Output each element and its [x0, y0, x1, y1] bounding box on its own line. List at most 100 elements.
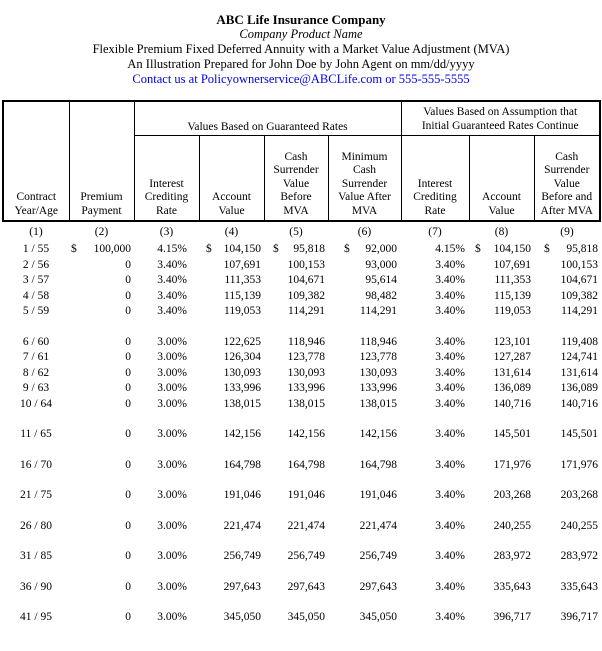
cell-guaranteed-account-value: 126,304 — [223, 351, 261, 363]
cell-contract-year-age: 1 / 55 — [22, 243, 50, 255]
cell-min-csv-after-mva: 93,000 — [365, 258, 397, 271]
cell-current-rate: 3.40% — [435, 519, 465, 532]
cell-contract-year-age: 8 / 62 — [22, 366, 50, 379]
column-number: (1) — [29, 226, 43, 238]
cell-current-account-value: 107,691 — [493, 258, 531, 271]
cell-min-csv-after-mva: 345,050 — [359, 611, 397, 623]
header-min-csv-after-mva: Minimum Cash Surrender Value After MVA — [327, 135, 402, 222]
cell-current-account-value: 145,501 — [493, 428, 531, 440]
cell-contract-year-age: 26 / 80 — [20, 519, 52, 532]
contact-separator: or — [382, 72, 399, 86]
cell-current-account-value: 123,101 — [493, 335, 531, 348]
table-row: 7 / 61 0 3.00% 126,304 123,778 123,778 3… — [3, 350, 600, 366]
cell-current-account-value: 396,717 — [493, 611, 531, 623]
cell-guaranteed-account-value: 119,053 — [224, 305, 261, 317]
cell-contract-year-age: 7 / 61 — [22, 351, 50, 363]
cell-current-csv: 396,717 — [560, 611, 599, 623]
cell-current-csv: 114,291 — [561, 305, 599, 317]
cell-guaranteed-rate: 3.40% — [157, 274, 187, 286]
cell-csv-before-mva: 133,996 — [287, 382, 325, 394]
cell-guaranteed-rate: 3.00% — [157, 580, 187, 593]
cell-premium-payment: $100,000 — [69, 242, 134, 258]
cell-current-rate: 3.40% — [435, 611, 465, 623]
cell-current-csv: 171,976 — [560, 458, 599, 471]
cell-current-account-value: 283,972 — [493, 550, 531, 562]
cell-min-csv-after-mva: 123,778 — [359, 351, 397, 363]
cell-contract-year-age: 31 / 85 — [20, 550, 52, 562]
prepared-for-line: An Illustration Prepared for John Doe by… — [127, 57, 475, 71]
cell-current-account-value: 127,287 — [493, 351, 531, 363]
cell-current-rate: 4.15% — [435, 243, 465, 255]
cell-premium-payment: 0 — [125, 382, 131, 394]
cell-guaranteed-rate: 3.00% — [157, 611, 187, 623]
cell-guaranteed-rate: 3.40% — [157, 258, 187, 271]
cell-current-rate: 3.40% — [435, 382, 465, 394]
table-row: 2 / 56 0 3.40% 107,691 100,153 93,000 3.… — [3, 258, 600, 274]
cell-guaranteed-rate: 3.00% — [157, 366, 187, 379]
table-row: 3 / 57 0 3.40% 111,353 104,671 95,614 3.… — [3, 273, 600, 289]
cell-current-csv: 145,501 — [560, 428, 599, 440]
cell-csv-before-mva: 123,778 — [287, 351, 325, 363]
cell-min-csv-after-mva: 118,946 — [360, 335, 397, 348]
cell-current-account-value: 171,976 — [493, 458, 531, 471]
table-row: 6 / 60 0 3.00% 122,625 118,946 118,946 3… — [3, 335, 600, 351]
cell-contract-year-age: 41 / 95 — [20, 611, 52, 623]
column-number: (3) — [159, 226, 174, 238]
cell-premium-payment: 0 — [125, 335, 131, 348]
cell-current-csv: 124,741 — [560, 351, 599, 363]
table-row: 21 / 75 0 3.00% 191,046 191,046 191,046 … — [3, 488, 600, 504]
contact-line: Contact us at Policyownerservice@ABCLife… — [0, 72, 602, 87]
cell-guaranteed-account-value: 122,625 — [223, 335, 261, 348]
cell-current-account-value: 136,089 — [493, 382, 531, 394]
product-name: Company Product Name — [239, 27, 363, 41]
row-spacer — [3, 443, 600, 458]
cell-current-rate: 3.40% — [435, 258, 465, 271]
table-body: 1 / 55 $100,000 4.15% $104,150 $95,818 $… — [3, 242, 600, 626]
contact-prefix: Contact us at — [132, 72, 201, 86]
cell-guaranteed-account-value: 130,093 — [223, 366, 261, 379]
cell-current-csv: 100,153 — [560, 258, 599, 271]
cell-current-rate: 3.40% — [435, 580, 465, 593]
product-description: Flexible Premium Fixed Deferred Annuity … — [92, 42, 510, 56]
cell-guaranteed-account-value: 111,353 — [224, 274, 261, 286]
cell-contract-year-age: 2 / 56 — [22, 258, 50, 271]
dollar-sign: $ — [273, 243, 279, 255]
header-csv-before-mva: Cash Surrender Value Before MVA — [263, 135, 329, 222]
cell-csv-before-mva: 109,382 — [287, 289, 325, 302]
contact-phone-link[interactable]: 555-555-5555 — [398, 72, 470, 86]
cell-current-account-value: 335,643 — [493, 580, 531, 593]
table-row: 31 / 85 0 3.00% 256,749 256,749 256,749 … — [3, 549, 600, 565]
header-interest-crediting-rate-current: Interest Crediting Rate — [400, 135, 470, 222]
cell-guaranteed-rate: 4.15% — [157, 243, 187, 255]
cell-guaranteed-rate: 3.00% — [157, 489, 187, 501]
table-row: 26 / 80 0 3.00% 221,474 221,474 221,474 … — [3, 519, 600, 535]
cell-guaranteed-rate: 3.40% — [157, 289, 187, 302]
cell-current-rate: 3.40% — [435, 289, 465, 302]
cell-guaranteed-account-value: $104,150 — [199, 242, 264, 258]
dollar-sign: $ — [344, 243, 350, 255]
cell-min-csv-after-mva: 114,291 — [360, 305, 397, 317]
column-number: (6) — [357, 226, 372, 238]
cell-current-csv: 136,089 — [560, 382, 599, 394]
cell-csv-before-mva: 138,015 — [287, 397, 325, 410]
table-row: 8 / 62 0 3.00% 130,093 130,093 130,093 3… — [3, 366, 600, 382]
cell-guaranteed-rate: 3.00% — [157, 458, 187, 471]
cell-guaranteed-rate: 3.00% — [157, 428, 187, 440]
cell-current-csv: 109,382 — [560, 289, 599, 302]
cell-current-csv: 283,972 — [560, 550, 599, 562]
group-header-guaranteed-rates: Values Based on Guaranteed Rates — [133, 100, 402, 136]
table-row: 36 / 90 0 3.00% 297,643 297,643 297,643 … — [3, 580, 600, 596]
cell-current-csv: 131,614 — [560, 366, 599, 379]
header-csv-before-after-mva: Cash Surrender Value Before and After MV… — [533, 135, 602, 222]
cell-current-account-value: 203,268 — [493, 489, 531, 501]
cell-premium-payment: 0 — [125, 611, 131, 623]
group-header-assumption-rates: Values Based on Assumption that Initial … — [400, 100, 602, 136]
cell-guaranteed-account-value: 297,643 — [223, 580, 261, 593]
cell-premium-payment: 0 — [125, 519, 131, 532]
cell-current-account-value: 115,139 — [494, 289, 531, 302]
contact-email-link[interactable]: Policyownerservice@ABCLife.com — [200, 72, 383, 86]
cell-premium-payment: 0 — [125, 351, 131, 363]
cell-premium-payment: 0 — [125, 458, 131, 471]
cell-current-csv: 140,716 — [560, 397, 599, 410]
